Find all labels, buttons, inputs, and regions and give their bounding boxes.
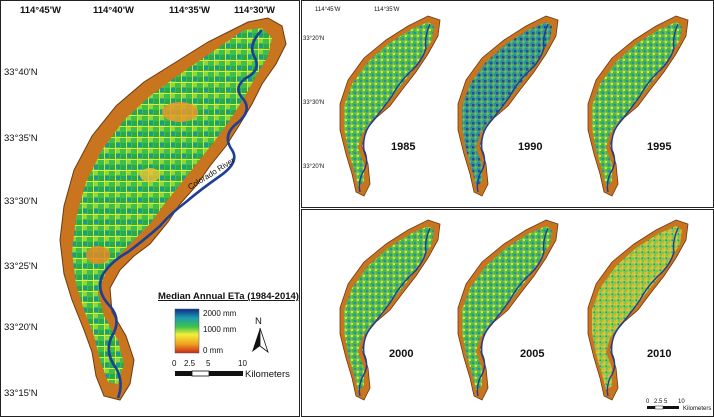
inset-lat-label: 33°20'N — [303, 164, 324, 170]
scale-bar: 0 2.5 5 10 Kilometers — [172, 359, 290, 380]
lon-label: 114°35'W — [169, 5, 210, 16]
small-scale-bar: 0 2.5 5 10 Kilometers — [646, 399, 711, 412]
year-panel-map — [457, 15, 559, 197]
inset-lon-label: 114°35'W — [374, 7, 400, 13]
scale-segment — [191, 370, 210, 377]
legend-mid-label: 1000 mm — [203, 325, 237, 334]
main-valley-crop-area — [72, 28, 272, 384]
scale-tick: 2.5 — [184, 359, 196, 368]
panel-river — [358, 227, 431, 397]
year-panel-map — [339, 15, 441, 197]
small-scale-segment — [654, 405, 664, 410]
lon-label: 114°40'W — [93, 5, 134, 16]
year-panels: 1985 1990 1995 2000 2005 2010 — [339, 15, 689, 401]
north-arrow: N — [252, 316, 269, 354]
legend-high-label: 2000 mm — [203, 309, 237, 318]
main-map: Colorado River 114°45'W 114°40'W 114°35'… — [4, 5, 287, 401]
small-scale-tick: 10 — [678, 399, 685, 405]
panel-year-label: 1990 — [518, 141, 542, 153]
small-scale-tick: 0 — [646, 399, 650, 405]
scale-unit: Kilometers — [245, 369, 290, 380]
scale-tick: 0 — [172, 359, 177, 368]
scale-tick: 10 — [238, 359, 247, 368]
panel-crop-area — [462, 22, 552, 186]
small-scale-segment — [647, 406, 655, 409]
scale-segment — [209, 371, 243, 376]
panel-crop-area — [592, 226, 682, 390]
legend-title: Median Annual ETa (1984-2014) — [158, 291, 299, 302]
inset-lon-label: 114°45'W — [315, 7, 341, 13]
panel-river — [358, 23, 431, 193]
small-scale-tick: 5 — [664, 399, 668, 405]
panel-year-label: 2010 — [647, 348, 671, 360]
legend: Median Annual ETa (1984-2014) 2000 mm 10… — [158, 291, 299, 355]
year-panel-map — [457, 219, 559, 401]
scale-tick: 5 — [206, 359, 211, 368]
lat-label: 33°35'N — [4, 133, 38, 144]
north-arrow-right-icon — [259, 327, 269, 354]
legend-color-ramp — [174, 308, 200, 354]
year-panel-map — [587, 219, 689, 401]
inset-lat-label: 33°20'N — [303, 36, 324, 42]
scale-segment — [175, 371, 192, 376]
year-panel-map — [587, 15, 689, 197]
panel-year-label: 1995 — [647, 141, 671, 153]
lon-label: 114°30'W — [234, 5, 275, 16]
panel-crop-area — [592, 22, 682, 186]
colorado-river — [98, 29, 263, 399]
panel-crop-area — [344, 226, 434, 390]
panel-river — [476, 23, 549, 193]
lat-label: 33°40'N — [4, 67, 38, 78]
panel-crop-area — [344, 22, 434, 186]
dry-patch — [140, 168, 160, 182]
panel-river — [606, 227, 679, 397]
north-arrow-left-icon — [252, 328, 260, 352]
lat-label: 33°25'N — [4, 261, 38, 272]
small-scale-unit: Kilometers — [683, 406, 711, 412]
panel-year-label: 2005 — [520, 348, 544, 360]
panel-river — [476, 227, 549, 397]
small-scale-segment — [663, 406, 679, 409]
lon-label: 114°45'W — [20, 5, 61, 16]
legend-low-label: 0 mm — [203, 346, 223, 355]
panel-crop-area — [462, 226, 552, 390]
lat-label: 33°20'N — [4, 322, 38, 333]
dry-patch — [162, 102, 198, 122]
lat-label: 33°15'N — [4, 388, 38, 399]
panel-year-label: 1985 — [391, 141, 415, 153]
lat-label: 33°30'N — [4, 196, 38, 207]
north-label: N — [255, 316, 262, 327]
inset-lat-label: 33°30'N — [303, 100, 324, 106]
dry-patch — [86, 246, 110, 264]
inset-axis-labels: 114°45'W 114°35'W 33°20'N 33°30'N 33°20'… — [303, 7, 400, 170]
panel-river — [606, 23, 679, 193]
small-scale-tick: 2.5 — [654, 399, 663, 405]
year-panel-map — [339, 219, 441, 401]
panel-year-label: 2000 — [389, 348, 413, 360]
